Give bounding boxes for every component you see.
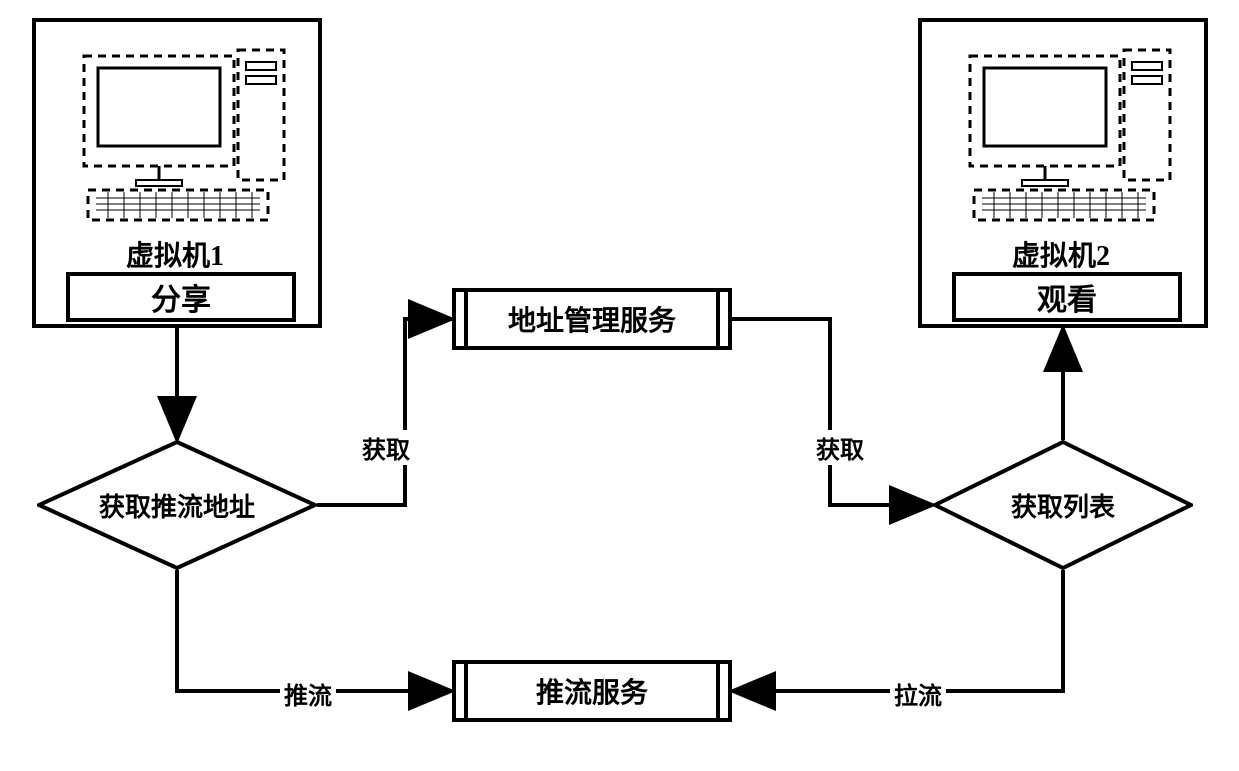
edge-label-get-1: 获取 [358,430,414,465]
get-list-label: 获取列表 [1011,487,1115,524]
vm2-watch-label: 观看 [1037,275,1097,319]
vm1-share-label: 分享 [151,275,211,319]
vm1-share-button: 分享 [66,272,296,322]
push-service-label: 推流服务 [536,671,648,711]
vm2-watch-button: 观看 [952,272,1182,322]
addr-service-label: 地址管理服务 [508,299,676,339]
addr-service-node: 地址管理服务 [452,288,732,350]
get-push-addr-label: 获取推流地址 [99,487,255,524]
vm1-title: 虚拟机1 [126,234,224,274]
vm2-title: 虚拟机2 [1012,234,1110,274]
edge-label-get-2: 获取 [812,430,868,465]
computer-icon [952,38,1182,228]
vm1-box: 虚拟机1 分享 [32,18,322,328]
vm2-box: 虚拟机2 观看 [918,18,1208,328]
diagram-canvas: 虚拟机1 分享 虚拟机2 观看 [0,0,1239,771]
push-service-node: 推流服务 [452,660,732,722]
computer-icon [66,38,296,228]
get-list-diamond: 获取列表 [933,440,1193,570]
edge-label-pull: 拉流 [890,676,946,711]
edge-label-push: 推流 [280,676,336,711]
get-push-addr-diamond: 获取推流地址 [37,440,317,570]
